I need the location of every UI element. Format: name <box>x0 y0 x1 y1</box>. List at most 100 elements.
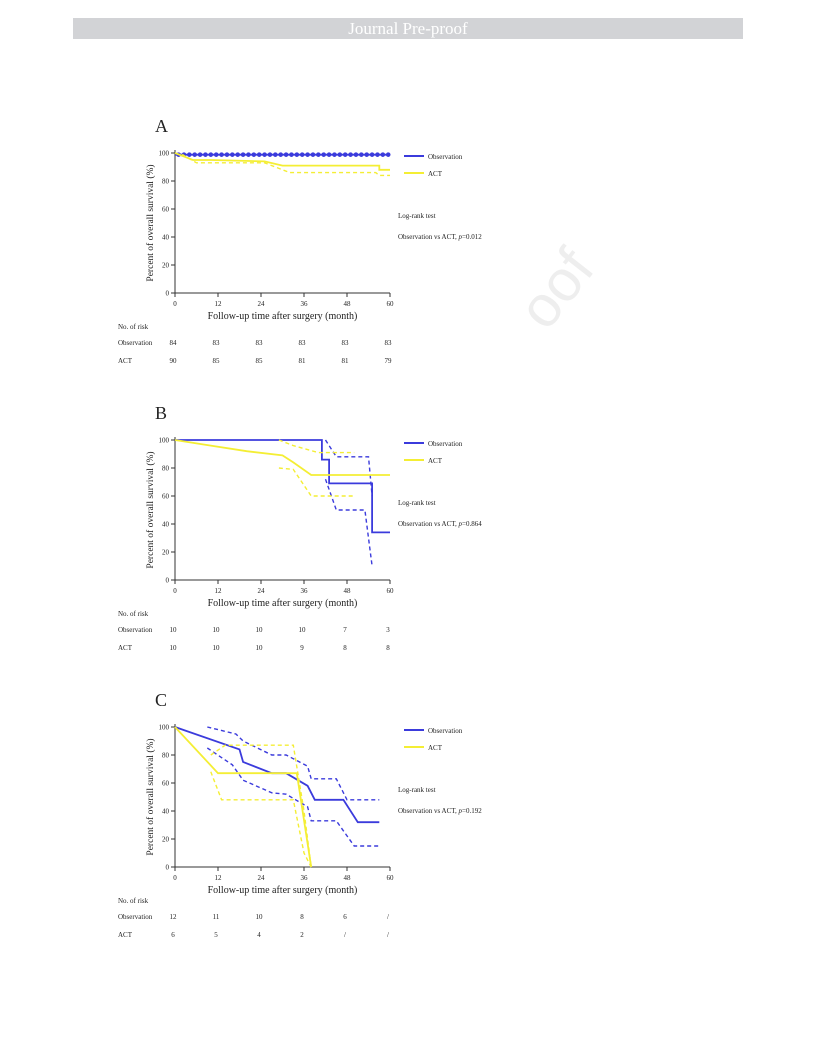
censor-marker <box>305 152 310 157</box>
x-tick-label: 60 <box>387 874 395 882</box>
censor-marker <box>197 152 203 157</box>
x-tick-label: 24 <box>258 587 266 595</box>
risk-value: 79 <box>385 357 393 365</box>
risk-value: 10 <box>170 626 178 634</box>
risk-value: 10 <box>256 644 264 652</box>
censor-marker <box>294 152 300 157</box>
observation-ci-line <box>324 439 373 497</box>
y-tick-label: 0 <box>166 864 170 872</box>
x-tick-label: 12 <box>215 587 223 595</box>
p-value: =0.012 <box>462 233 482 241</box>
risk-value: 8 <box>386 644 390 652</box>
p-value: =0.864 <box>462 520 482 528</box>
censor-marker <box>267 152 273 157</box>
censor-marker <box>283 152 289 157</box>
censor-marker <box>251 152 257 157</box>
censor-marker <box>316 152 321 157</box>
legend-observation-label: Observation <box>428 153 463 161</box>
log-rank-comparison: Observation vs ACT, <box>398 520 459 528</box>
risk-value: 10 <box>256 626 264 634</box>
legend-observation-label: Observation <box>428 440 463 448</box>
x-tick-label: 48 <box>344 874 352 882</box>
x-tick-label: 0 <box>173 874 177 882</box>
x-axis-label: Follow-up time after surgery (month) <box>208 885 358 896</box>
risk-value: 10 <box>256 913 264 921</box>
censor-marker <box>230 152 235 157</box>
log-rank-result: Observation vs ACT, p=0.192 <box>398 807 482 815</box>
risk-value: 10 <box>213 644 221 652</box>
y-tick-label: 40 <box>162 234 170 242</box>
y-axis-label: Percent of overall survival (%) <box>145 164 156 281</box>
risk-value: 83 <box>256 339 264 347</box>
censor-marker <box>256 152 262 157</box>
censor-marker <box>192 152 198 157</box>
x-tick-label: 0 <box>173 587 177 595</box>
censor-marker <box>213 152 219 157</box>
act-ci-line <box>278 439 355 454</box>
risk-value: 10 <box>213 626 221 634</box>
risk-row-group: Observation <box>118 913 153 921</box>
log-rank-result: Observation vs ACT, p=0.864 <box>398 520 482 528</box>
y-tick-label: 80 <box>162 178 170 186</box>
censor-marker <box>348 152 353 157</box>
y-tick-label: 40 <box>162 808 170 816</box>
y-tick-label: 20 <box>162 836 170 844</box>
risk-value: 81 <box>342 357 350 365</box>
y-tick-label: 60 <box>162 780 170 788</box>
legend-act-label: ACT <box>428 457 443 465</box>
x-tick-label: 60 <box>387 587 395 595</box>
risk-value: 83 <box>299 339 307 347</box>
censor-marker <box>235 152 241 157</box>
risk-value: 11 <box>213 913 220 921</box>
risk-value: 5 <box>214 931 218 939</box>
p-symbol: p <box>458 233 463 241</box>
survival-chart-b: B 0 20 40 60 80 100 0 12 24 36 48 60 Follow-up time a… <box>118 403 482 652</box>
y-tick-label: 0 <box>166 290 170 298</box>
risk-value: 83 <box>385 339 393 347</box>
risk-value: 8 <box>300 913 304 921</box>
risk-value: 9 <box>300 644 304 652</box>
act-survival-line <box>174 726 313 868</box>
x-tick-label: 24 <box>258 874 266 882</box>
observation-ci-line <box>206 747 380 847</box>
legend-act-label: ACT <box>428 170 443 178</box>
log-rank-comparison: Observation vs ACT, <box>398 233 459 241</box>
risk-row-group: ACT <box>118 357 133 365</box>
censor-marker <box>240 152 246 157</box>
x-axis-label: Follow-up time after surgery (month) <box>208 311 358 322</box>
risk-table-label: No. of risk <box>118 610 149 618</box>
survival-chart-a: A 0 20 40 60 80 100 0 12 24 36 48 60 Follow-up time a… <box>118 116 482 365</box>
risk-value: 85 <box>256 357 264 365</box>
risk-value: 83 <box>213 339 221 347</box>
censor-marker <box>224 152 230 157</box>
legend-act-label: ACT <box>428 744 443 752</box>
p-symbol: p <box>458 520 463 528</box>
act-survival-line <box>174 439 390 476</box>
observation-survival-line <box>175 439 390 534</box>
censor-marker <box>332 152 337 157</box>
risk-value: 83 <box>342 339 350 347</box>
risk-row-group: Observation <box>118 626 153 634</box>
censor-marker <box>375 152 380 157</box>
censor-marker <box>262 152 267 157</box>
risk-row-group: Observation <box>118 339 153 347</box>
y-tick-label: 80 <box>162 465 170 473</box>
act-ci-line <box>210 771 312 868</box>
risk-value: 4 <box>257 931 261 939</box>
censor-marker <box>364 152 370 157</box>
censor-marker <box>273 152 278 157</box>
risk-value: 3 <box>386 626 390 634</box>
censor-marker <box>246 152 251 157</box>
y-tick-label: 100 <box>159 437 170 445</box>
act-ci-line <box>210 744 312 868</box>
y-axis-label: Percent of overall survival (%) <box>145 451 156 568</box>
censor-marker <box>203 152 208 157</box>
censor-marker <box>278 152 284 157</box>
x-tick-label: 12 <box>215 300 223 308</box>
risk-table-label: No. of risk <box>118 323 149 331</box>
panel-label: C <box>155 690 167 710</box>
x-tick-label: 0 <box>173 300 177 308</box>
x-tick-label: 36 <box>301 300 309 308</box>
censor-marker <box>380 152 386 157</box>
